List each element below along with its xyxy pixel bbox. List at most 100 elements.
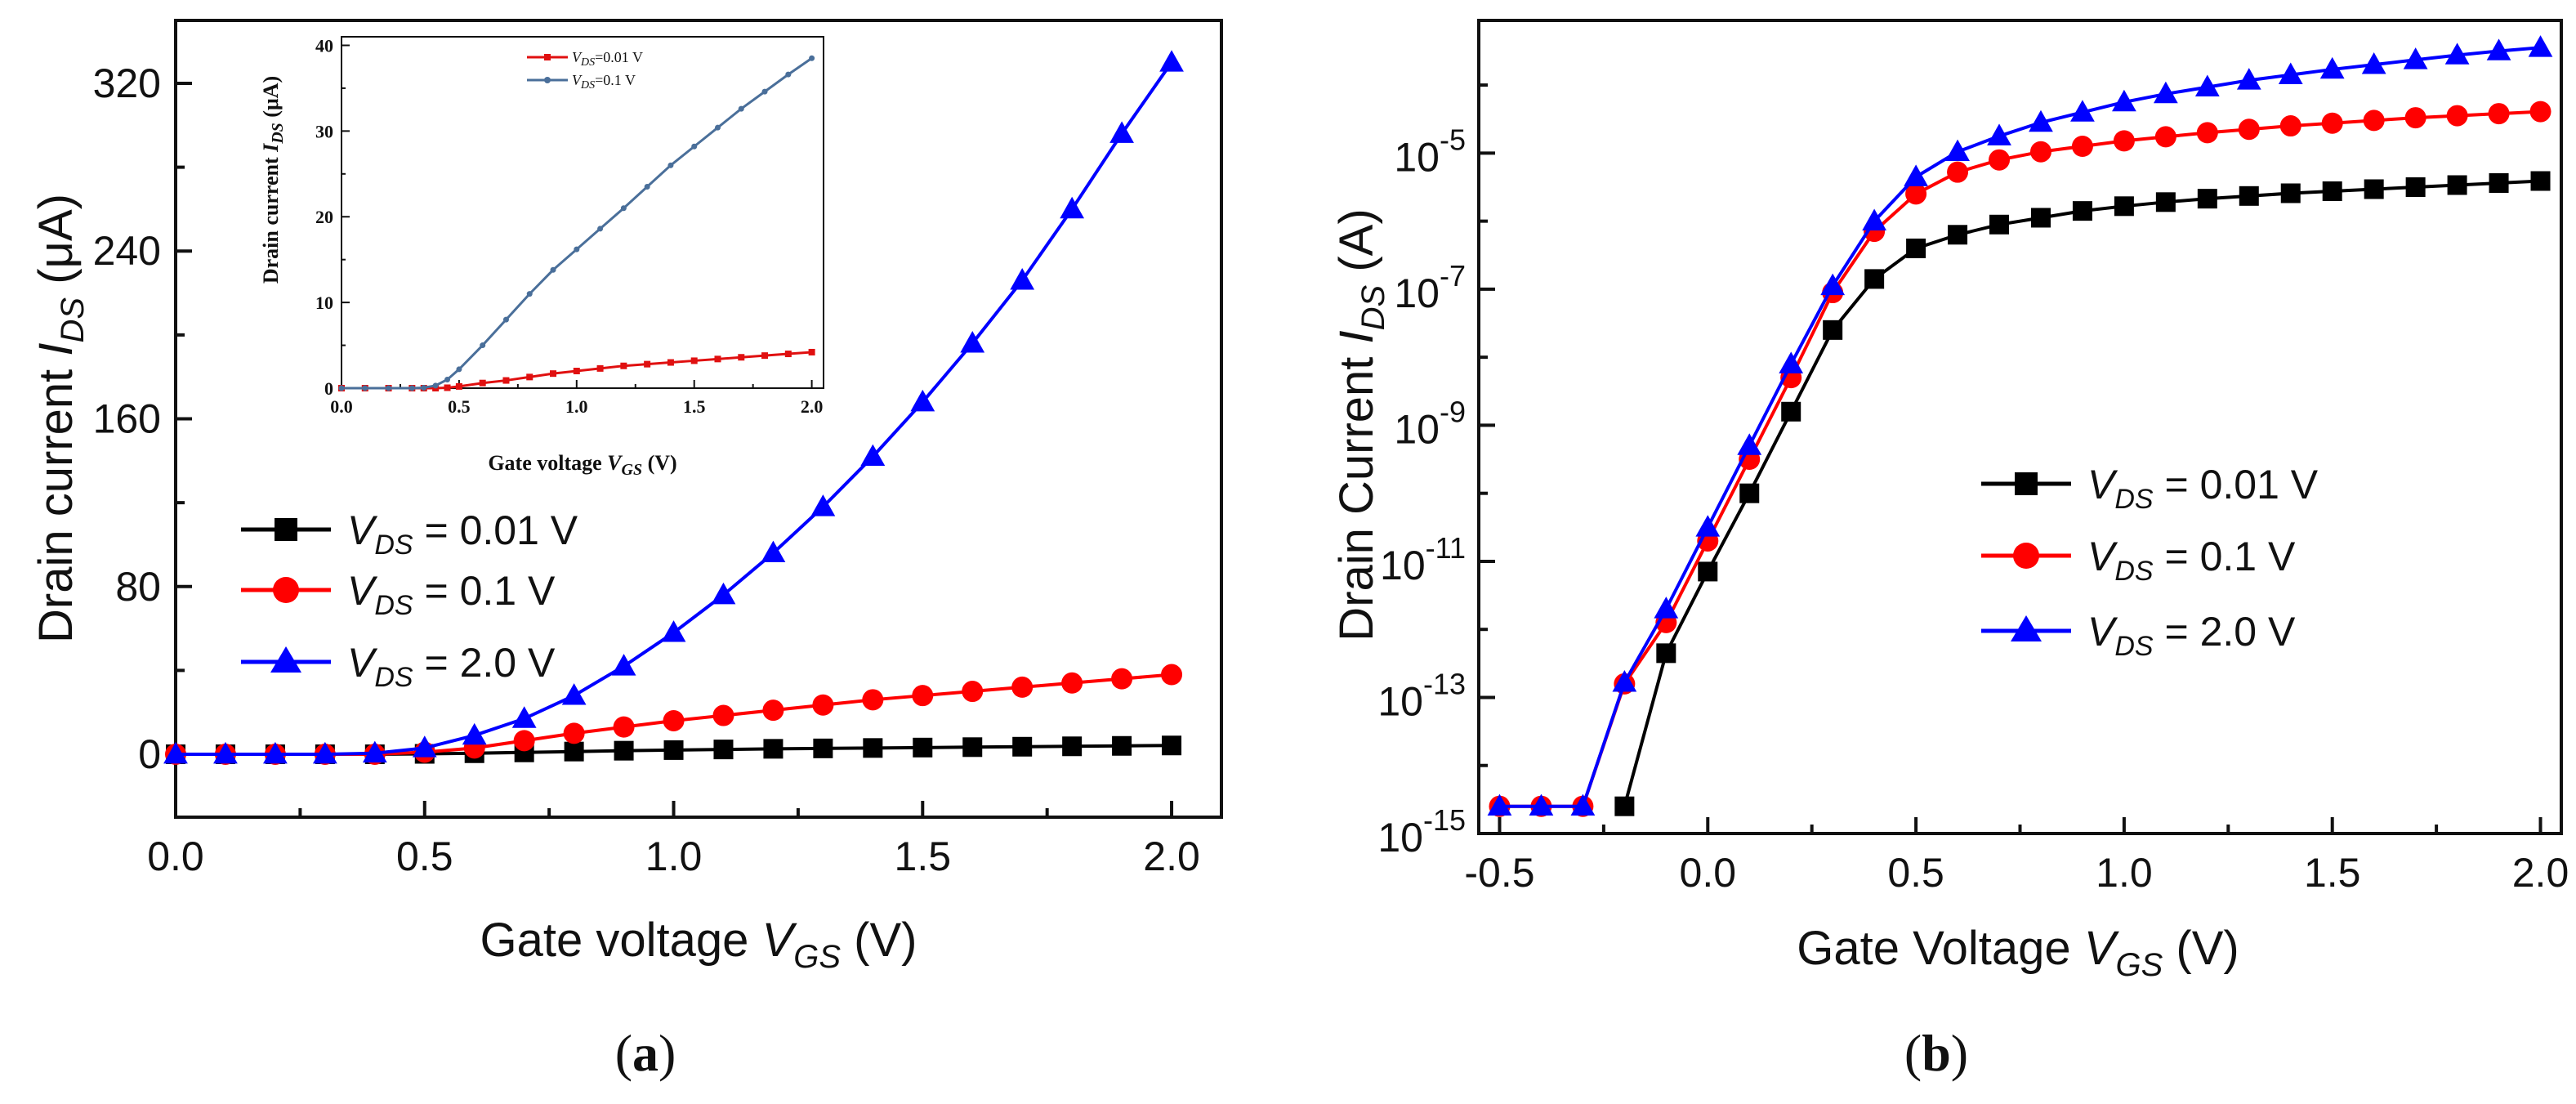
svg-text:VDS = 2.0 V: VDS = 2.0 V [2087,609,2296,662]
inset-x-tick-label: 0.0 [330,396,353,417]
data-point-square [1698,561,1718,582]
inset-data-point [761,88,768,95]
data-point-triangle [611,654,636,676]
y-tick-label: 320 [93,60,161,106]
inset-x-tick-label: 0.5 [448,396,471,417]
data-point-square [2197,189,2217,209]
data-point-triangle [2528,35,2553,57]
inset-data-point [596,364,604,372]
panel-a-inset-frame [341,36,824,389]
data-point-circle [1947,161,1969,183]
data-point-triangle [2112,89,2136,112]
svg-text:VDS = 2.0 V: VDS = 2.0 V [347,640,556,693]
data-point-triangle [1862,208,1887,230]
inset-data-point [667,162,674,168]
data-point-square [713,740,734,760]
inset-data-point [738,354,745,361]
data-point-square [1062,736,1083,757]
y-tick-label: 10-13 [1377,667,1466,724]
y-tick-label: 10-11 [1380,531,1466,588]
inset-x-tick-label: 2.0 [801,396,824,417]
data-point-circle [1111,668,1133,690]
data-point-triangle [2444,42,2470,65]
series-line-0 [1614,171,2551,816]
data-point-square [1739,483,1760,503]
data-point-square [564,741,584,762]
y-tick-label: 10-9 [1394,395,1466,452]
panel-b-legend-entry-vds-0.01: VDS = 0.01 V [1981,462,2319,515]
data-point-triangle [960,331,985,353]
inset-data-point [456,366,462,373]
series-line-2 [163,50,1184,764]
data-point-square [2489,173,2509,193]
panel-b-legend-entry-vds-2.0: VDS = 2.0 V [1981,609,2296,662]
inset-data-point [526,373,534,381]
data-point-square [1906,238,1926,258]
x-tick-label: 1.5 [895,834,952,879]
x-tick-label: 0.0 [1680,850,1737,896]
inset-series-line-1 [338,55,815,391]
x-tick-label: 2.0 [2512,850,2569,896]
inset-data-point [620,205,627,212]
inset-data-point [480,342,486,349]
inset-y-tick-labels: 0 10 20 30 40 [315,35,333,399]
data-point-triangle [1060,196,1085,219]
x-tick-label: 2.0 [1143,834,1200,879]
data-point-square [1614,796,1635,816]
inset-data-point [809,55,815,61]
inset-y-tick-label: 10 [315,293,333,313]
data-point-circle [613,716,635,738]
panel-b-series [1487,35,2553,817]
data-point-circle [1161,664,1183,686]
data-point-square [913,737,933,758]
svg-text:VDS = 0.1 V: VDS = 0.1 V [2087,534,2296,587]
panel-b-legend-entry-vds-0.1: VDS = 0.1 V [1981,534,2296,587]
data-point-triangle [312,741,337,764]
data-point-square [2405,177,2426,197]
data-point-square [1112,735,1132,756]
data-point-square [2280,183,2301,203]
inset-y-tick-label: 20 [315,207,333,227]
legend-marker-square [2015,472,2038,495]
panel-b-axes-frame [1477,19,2563,835]
x-tick-label: 1.0 [2096,850,2153,896]
x-tick-label: 1.5 [2304,850,2361,896]
legend-marker-triangle [2011,615,2042,641]
data-point-triangle [860,444,886,467]
data-point-triangle [2194,74,2220,96]
data-point-triangle [2361,52,2386,74]
data-point-circle [2279,115,2301,137]
inset-data-point [620,362,627,369]
data-point-square [2030,208,2051,228]
inset-data-point [574,246,580,253]
data-point-triangle [2070,100,2095,122]
inset-data-point [432,382,439,389]
data-point-triangle [2486,38,2511,60]
series-line-path [1499,110,2541,808]
data-point-triangle [761,540,786,563]
data-point-square [763,739,784,759]
inset-y-tick-label: 0 [324,378,333,399]
panel-a-inset: 0.0 0.5 1.0 1.5 2.0 0 10 20 30 40 Gate voltage V… [259,35,824,479]
inset-data-point [444,377,451,383]
data-point-circle [2363,110,2385,132]
data-point-square [1162,735,1182,756]
inset-data-point [785,71,792,78]
inset-data-point [526,291,533,297]
panel-a-x-tick-labels: 0.0 0.5 1.0 1.5 2.0 [147,834,1200,879]
inset-data-point [644,360,651,368]
inset-data-point [691,143,698,150]
inset-data-point [550,370,557,378]
panel-a-legend: VDS = 0.01 V VDS = 0.1 V VDS = 2.0 V [241,507,578,693]
panel-b-x-tick-labels: -0.5 0.0 0.5 1.0 1.5 2.0 [1464,850,2569,896]
y-tick-label: 80 [115,564,161,610]
data-point-circle [2113,130,2135,152]
data-point-circle [2529,101,2551,123]
inset-data-point [784,351,792,358]
panel-a-legend-entry-vds-2.0: VDS = 2.0 V [241,640,556,693]
data-point-triangle [1529,793,1554,816]
data-point-triangle [263,741,288,764]
data-point-circle [2488,103,2510,125]
data-point-triangle [1820,273,1846,296]
data-point-triangle [1109,121,1134,143]
